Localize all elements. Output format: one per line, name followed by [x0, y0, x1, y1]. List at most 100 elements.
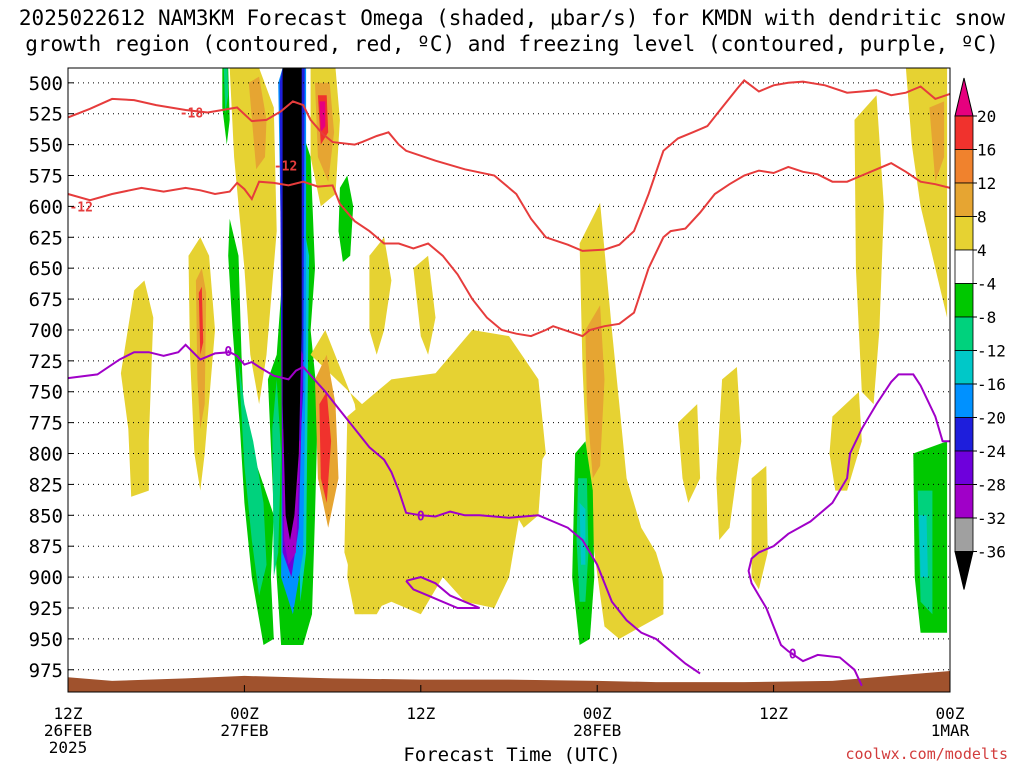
y-tick-label-525: 525 — [29, 104, 63, 126]
omega-region-39 — [829, 391, 862, 491]
omega-region-38 — [751, 465, 768, 590]
omega-region-5 — [248, 76, 267, 170]
omega-region-40 — [854, 95, 884, 405]
x-tick-label-48-0: 12Z — [759, 704, 788, 723]
temperature-contours: -18 -12 -12 0 0 0 — [67, 79, 951, 687]
colorbar-segment-9 — [954, 383, 974, 418]
contour-label-fzl: 0 — [224, 345, 232, 360]
colorbar-label-13: -36 — [977, 543, 1006, 562]
colorbar-segment-11 — [954, 450, 974, 485]
omega-region-35 — [579, 502, 586, 565]
x-tick-label-12-1: 27FEB — [220, 721, 268, 740]
omega-region-30 — [509, 391, 543, 528]
y-tick-label-900: 900 — [29, 567, 63, 589]
colorbar-label-0: 20 — [977, 107, 996, 126]
colorbar: 20 16 12 8 4 -4 -8 -12 -16 -20 -24 -28 -32 -36 — [954, 77, 1006, 590]
colorbar-label-2: 12 — [977, 174, 996, 193]
ground-surface — [68, 671, 950, 692]
colorbar-label-8: -16 — [977, 375, 1006, 394]
colorbar-label-3: 8 — [977, 208, 987, 227]
omega-region-28 — [413, 255, 436, 355]
y-tick-label-850: 850 — [29, 505, 63, 527]
omega-region-3 — [198, 286, 204, 355]
y-tick-label-800: 800 — [29, 444, 63, 466]
contour-dgz_top — [67, 79, 951, 252]
terrain-surface — [68, 671, 950, 692]
axes: 500 525 550 575 600 625 650 675 700 725 750 775 800 8… — [29, 67, 970, 757]
y-tick-label-825: 825 — [29, 474, 63, 496]
omega-region-29 — [442, 385, 465, 491]
omega-region-0 — [120, 280, 154, 497]
contour-label-dgz_bottom: -12 — [69, 200, 92, 215]
contour-fzl_loop — [405, 576, 480, 609]
y-tick-label-600: 600 — [29, 196, 63, 218]
colorbar-label-5: -4 — [977, 275, 996, 294]
colorbar-arrow-top — [954, 77, 974, 117]
colorbar-segment-13 — [954, 517, 974, 552]
colorbar-label-10: -24 — [977, 442, 1006, 461]
contour-label-dgz_top: -18 — [180, 106, 204, 121]
omega-region-9 — [238, 360, 267, 596]
omega-region-27 — [369, 237, 392, 355]
contour-label-fzl: 0 — [417, 509, 425, 524]
contour-fzl — [67, 343, 701, 675]
x-tick-label-36-1: 28FEB — [573, 721, 621, 740]
omega-region-36 — [678, 404, 701, 503]
colorbar-label-6: -8 — [977, 308, 996, 327]
omega-region-42 — [929, 101, 945, 182]
x-tick-label-0-1: 26FEB — [44, 721, 92, 740]
y-tick-label-925: 925 — [29, 598, 63, 620]
title-line-1: 2025022612 NAM3KM Forecast Omega (shaded… — [18, 6, 1006, 30]
colorbar-label-12: -32 — [977, 509, 1006, 528]
colorbar-segment-7 — [954, 316, 974, 351]
contour-label-fzl_east: 0 — [789, 648, 797, 663]
colorbar-label-11: -28 — [977, 476, 1006, 495]
omega-shading — [120, 68, 948, 645]
y-tick-label-700: 700 — [29, 320, 63, 342]
colorbar-segment-5 — [954, 249, 974, 284]
pressure-gridlines — [68, 82, 950, 671]
y-tick-label-550: 550 — [29, 135, 63, 157]
omega-region-7 — [223, 68, 229, 114]
credit-link[interactable]: coolwx.com/modelts — [845, 745, 1008, 763]
y-tick-label-725: 725 — [29, 351, 63, 373]
colorbar-segment-10 — [954, 417, 974, 452]
y-tick-label-500: 500 — [29, 73, 63, 95]
colorbar-segment-4 — [954, 216, 974, 251]
contour-fzl_east — [747, 373, 950, 687]
colorbar-segment-8 — [954, 350, 974, 385]
colorbar-segment-6 — [954, 283, 974, 318]
y-tick-label-750: 750 — [29, 382, 63, 404]
colorbar-label-4: 4 — [977, 241, 987, 260]
y-tick-label-975: 975 — [29, 660, 63, 682]
colorbar-segment-12 — [954, 484, 974, 519]
colorbar-segment-1 — [954, 115, 974, 150]
x-tick-label-0-0: 12Z — [54, 704, 83, 723]
omega-region-26 — [344, 330, 546, 615]
colorbar-label-1: 16 — [977, 141, 996, 160]
x-tick-label-0-2: 2025 — [49, 738, 88, 757]
y-tick-label-575: 575 — [29, 166, 63, 188]
omega-region-22 — [338, 175, 354, 262]
x-tick-label-60-1: 1MAR — [931, 721, 970, 740]
omega-region-31 — [579, 202, 664, 639]
colorbar-label-9: -20 — [977, 409, 1006, 428]
y-tick-label-675: 675 — [29, 289, 63, 311]
omega-region-25 — [319, 391, 332, 503]
colorbar-label-7: -12 — [977, 342, 1006, 361]
x-axis-label: Forecast Time (UTC) — [403, 744, 621, 766]
title-line-2: growth region (contoured, red, ºC) and f… — [25, 32, 999, 56]
y-tick-label-875: 875 — [29, 536, 63, 558]
plot-frame — [67, 67, 951, 693]
omega-region-21 — [319, 101, 326, 133]
x-tick-label-36-0: 00Z — [583, 704, 612, 723]
x-tick-label-60-0: 00Z — [936, 704, 965, 723]
colorbar-segment-2 — [954, 149, 974, 184]
colorbar-arrow-bottom — [954, 551, 974, 590]
y-tick-label-650: 650 — [29, 258, 63, 280]
colorbar-segment-3 — [954, 182, 974, 217]
y-tick-label-775: 775 — [29, 413, 63, 435]
x-tick-label-24-0: 12Z — [406, 704, 435, 723]
omega-region-32 — [585, 305, 605, 479]
